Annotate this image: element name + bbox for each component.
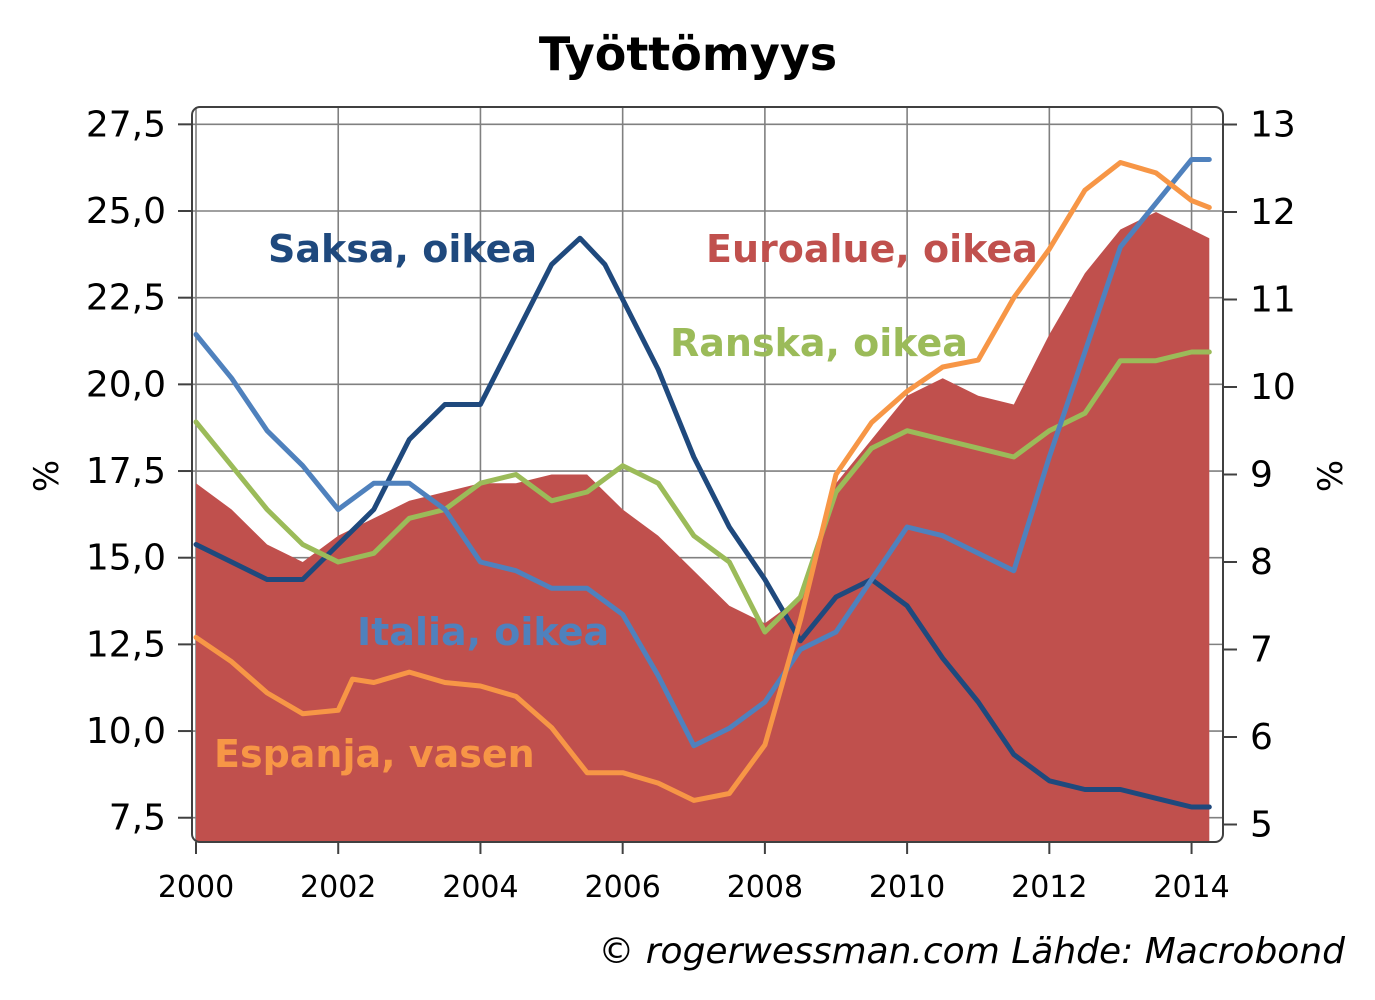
y-right-tick-label: 8 bbox=[1250, 542, 1273, 583]
series-label-euroalue: Euroalue, oikea bbox=[706, 227, 1038, 271]
y-left-tick-label: 25,0 bbox=[86, 191, 166, 232]
y-left-tick-label: 17,5 bbox=[86, 451, 166, 492]
series-line-saksa bbox=[193, 235, 1212, 810]
line-layer bbox=[193, 157, 1212, 810]
series-line-ranska bbox=[193, 349, 1212, 635]
y-left-tick-label: 15,0 bbox=[86, 538, 166, 579]
source-credit: © rogerwessman.com Lähde: Macrobond bbox=[598, 931, 1346, 972]
series-line-italia bbox=[193, 157, 1212, 749]
chart-title: Työttömyys bbox=[539, 27, 837, 81]
y-left-tick-label: 7,5 bbox=[109, 798, 166, 839]
y-left-tick-label: 22,5 bbox=[86, 278, 166, 319]
series-line-espanja bbox=[193, 160, 1212, 803]
y-right-tick-label: 6 bbox=[1250, 717, 1273, 758]
y-left-tick-label: 20,0 bbox=[86, 364, 166, 405]
series-label-saksa: Saksa, oikea bbox=[268, 227, 537, 271]
x-tick-label: 2012 bbox=[1011, 870, 1087, 905]
y-right-tick-label: 11 bbox=[1250, 280, 1296, 321]
y-right-tick-label: 7 bbox=[1250, 630, 1273, 671]
x-tick-label: 2014 bbox=[1153, 870, 1229, 905]
y-right-tick-label: 9 bbox=[1250, 455, 1273, 496]
series-label-espanja: Espanja, vasen bbox=[214, 732, 535, 776]
y-left-label: % bbox=[27, 460, 67, 492]
series-label-ranska: Ranska, oikea bbox=[670, 321, 968, 365]
x-tick-label: 2006 bbox=[584, 870, 660, 905]
x-tick-label: 2000 bbox=[158, 870, 234, 905]
x-tick-label: 2008 bbox=[727, 870, 803, 905]
y-right-tick-label: 13 bbox=[1250, 105, 1296, 146]
axes: 7,5 10,0 12,5 15,0 17,5 20,0 22,5 25,0 27,5 5 6 7 8 9… bbox=[86, 104, 1296, 905]
y-left-tick-label: 12,5 bbox=[86, 624, 166, 665]
x-tick-label: 2004 bbox=[442, 870, 518, 905]
y-right-tick-label: 10 bbox=[1250, 367, 1296, 408]
y-right-tick-label: 5 bbox=[1250, 805, 1273, 846]
x-tick-label: 2010 bbox=[869, 870, 945, 905]
y-left-tick-label: 27,5 bbox=[86, 104, 166, 145]
y-right-label: % bbox=[1311, 460, 1351, 492]
y-right-tick-label: 12 bbox=[1250, 192, 1296, 233]
series-label-italia: Italia, oikea bbox=[357, 610, 609, 654]
y-left-tick-label: 10,0 bbox=[86, 711, 166, 752]
x-tick-label: 2002 bbox=[300, 870, 376, 905]
